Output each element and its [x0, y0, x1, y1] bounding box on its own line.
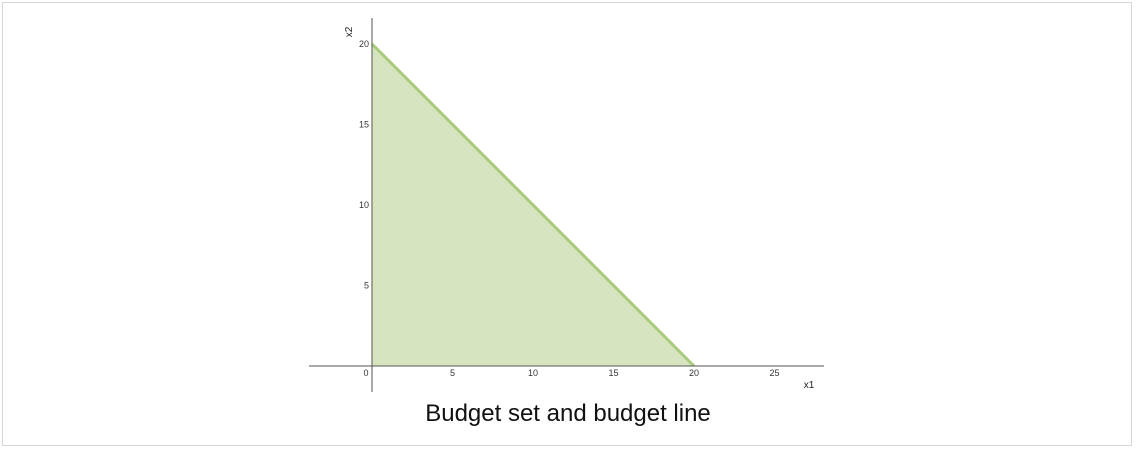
y-tick-label: 10	[359, 200, 369, 210]
x-tick-label: 0	[363, 368, 368, 378]
y-tick-label: 5	[364, 281, 369, 291]
y-tick-labels: 5 10 15 20	[359, 39, 369, 291]
x-tick-label: 25	[769, 368, 779, 378]
x-tick-label: 5	[450, 368, 455, 378]
y-tick-label: 15	[359, 120, 369, 130]
x-tick-labels: 0 5 10 15 20 25	[363, 368, 779, 378]
x-axis-label: x1	[804, 380, 815, 391]
budget-chart: 0 5 10 15 20 25 5 10 15 20 x1 x2	[309, 18, 824, 392]
chart-caption: Budget set and budget line	[425, 400, 711, 427]
budget-line	[370, 42, 696, 368]
y-axis-label: x2	[344, 26, 355, 37]
x-tick-label: 15	[608, 368, 618, 378]
x-tick-label: 10	[528, 368, 538, 378]
y-tick-label: 20	[359, 39, 369, 49]
x-tick-label: 20	[689, 368, 699, 378]
